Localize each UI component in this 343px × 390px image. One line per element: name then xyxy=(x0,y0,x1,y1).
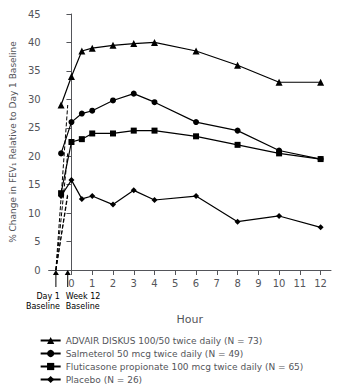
svg-text:% Change in FEV₁ Relative to D: % Change in FEV₁ Relative to Day 1 Basel… xyxy=(8,41,18,243)
svg-text:5: 5 xyxy=(34,236,40,247)
svg-text:0: 0 xyxy=(68,278,74,289)
svg-text:3: 3 xyxy=(131,278,137,289)
svg-text:4: 4 xyxy=(151,278,157,289)
svg-text:Fluticasone propionate 100 mcg: Fluticasone propionate 100 mcg twice dai… xyxy=(66,362,304,372)
svg-text:25: 25 xyxy=(28,122,41,133)
svg-text:20: 20 xyxy=(28,151,41,162)
svg-text:45: 45 xyxy=(28,9,41,20)
svg-text:12: 12 xyxy=(314,278,327,289)
svg-text:2: 2 xyxy=(110,278,116,289)
svg-text:Salmeterol 50 mcg twice daily: Salmeterol 50 mcg twice daily (N = 49) xyxy=(66,349,244,359)
svg-text:30: 30 xyxy=(28,94,41,105)
svg-text:Hour: Hour xyxy=(177,313,204,326)
svg-text:1: 1 xyxy=(89,278,95,289)
svg-text:10: 10 xyxy=(273,278,286,289)
svg-text:0: 0 xyxy=(34,265,40,276)
svg-text:7: 7 xyxy=(214,278,220,289)
svg-text:8: 8 xyxy=(234,278,240,289)
svg-text:Day 1: Day 1 xyxy=(36,292,59,301)
svg-text:Baseline: Baseline xyxy=(66,302,100,311)
svg-text:Placebo (N = 26): Placebo (N = 26) xyxy=(66,375,142,385)
svg-text:10: 10 xyxy=(28,208,41,219)
svg-text:Baseline: Baseline xyxy=(26,302,60,311)
svg-text:11: 11 xyxy=(293,278,306,289)
svg-text:9: 9 xyxy=(255,278,261,289)
svg-text:6: 6 xyxy=(193,278,199,289)
svg-text:15: 15 xyxy=(28,179,41,190)
svg-text:5: 5 xyxy=(172,278,178,289)
svg-text:ADVAIR DISKUS 100/50 twice dai: ADVAIR DISKUS 100/50 twice daily (N = 73… xyxy=(66,336,263,346)
svg-text:35: 35 xyxy=(28,65,41,76)
svg-text:40: 40 xyxy=(28,37,41,48)
svg-text:Week 12: Week 12 xyxy=(66,292,101,301)
